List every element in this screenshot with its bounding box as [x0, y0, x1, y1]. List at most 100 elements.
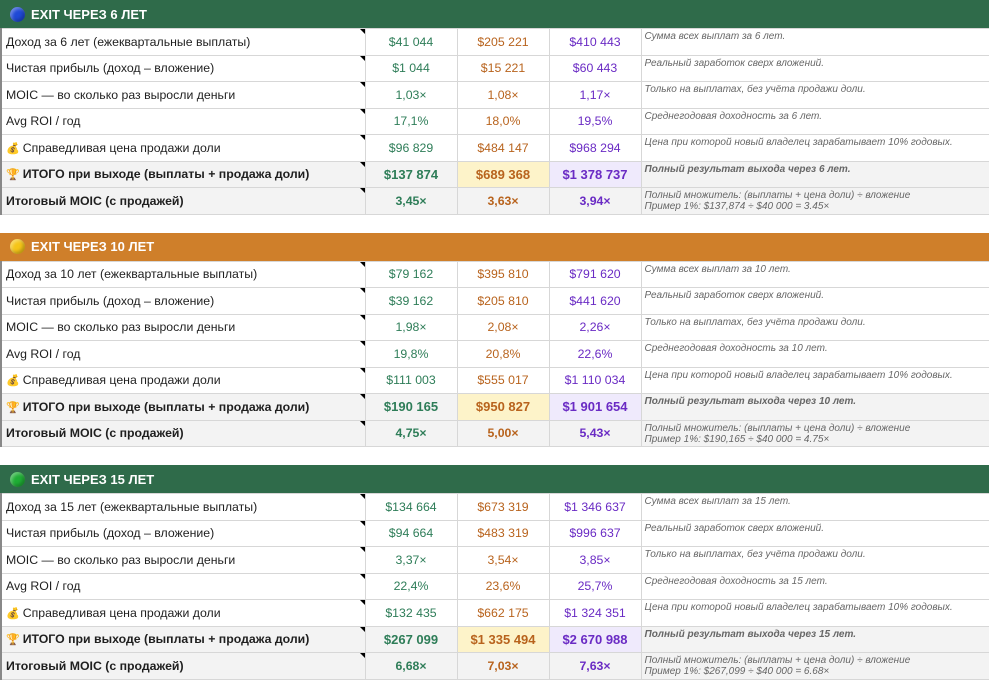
- value-cell[interactable]: 18,0%: [456, 107, 550, 135]
- row-label[interactable]: Чистая прибыль (доход – вложение): [0, 287, 366, 315]
- row-label[interactable]: Итоговый MOIC (с продажей): [0, 187, 366, 215]
- value-cell[interactable]: $111 003: [364, 366, 458, 394]
- value-cell[interactable]: $79 162: [364, 260, 458, 288]
- row-label[interactable]: Avg ROI / год: [0, 107, 366, 135]
- value-cell[interactable]: 3,37×: [364, 546, 458, 574]
- note-cell[interactable]: Сумма всех выплат за 6 лет.: [640, 28, 989, 56]
- section-header[interactable]: EXIT ЧЕРЕЗ 10 ЛЕТ: [0, 232, 989, 261]
- value-cell[interactable]: 3,85×: [548, 546, 642, 574]
- note-cell[interactable]: Полный множитель: (выплаты + цена доли) …: [640, 652, 989, 680]
- note-cell[interactable]: Цена при которой новый владелец зарабаты…: [640, 599, 989, 627]
- row-label[interactable]: Итоговый MOIC (с продажей): [0, 652, 366, 680]
- value-cell[interactable]: $1 044: [364, 54, 458, 82]
- value-cell[interactable]: $1 110 034: [548, 366, 642, 394]
- value-cell[interactable]: 7,03×: [456, 652, 550, 680]
- note-cell[interactable]: Полный результат выхода через 10 лет.: [640, 393, 989, 421]
- value-cell[interactable]: 19,8%: [364, 340, 458, 368]
- note-cell[interactable]: Реальный заработок сверх вложений.: [640, 287, 989, 315]
- row-label[interactable]: Доход за 15 лет (ежеквартальные выплаты): [0, 493, 366, 521]
- row-label[interactable]: 🏆 ИТОГО при выходе (выплаты + продажа дол…: [0, 393, 366, 421]
- note-cell[interactable]: Полный множитель: (выплаты + цена доли) …: [640, 187, 989, 215]
- value-cell[interactable]: $2 670 988: [548, 625, 642, 653]
- value-cell[interactable]: $410 443: [548, 28, 642, 56]
- row-label[interactable]: MOIC — во сколько раз выросли деньги: [0, 81, 366, 109]
- row-label[interactable]: 💰 Справедливая цена продажи доли: [0, 134, 366, 162]
- value-cell[interactable]: $190 165: [364, 393, 458, 421]
- note-cell[interactable]: Реальный заработок сверх вложений.: [640, 519, 989, 547]
- note-cell[interactable]: Цена при которой новый владелец зарабаты…: [640, 134, 989, 162]
- note-cell[interactable]: Сумма всех выплат за 15 лет.: [640, 493, 989, 521]
- value-cell[interactable]: 2,08×: [456, 313, 550, 341]
- value-cell[interactable]: 3,94×: [548, 187, 642, 215]
- value-cell[interactable]: $1 324 351: [548, 599, 642, 627]
- note-cell[interactable]: Полный результат выхода через 15 лет.: [640, 625, 989, 653]
- value-cell[interactable]: 5,00×: [456, 419, 550, 447]
- note-cell[interactable]: Реальный заработок сверх вложений.: [640, 54, 989, 82]
- value-cell[interactable]: 20,8%: [456, 340, 550, 368]
- value-cell[interactable]: $483 319: [456, 519, 550, 547]
- section-header[interactable]: EXIT ЧЕРЕЗ 6 ЛЕТ: [0, 0, 989, 28]
- value-cell[interactable]: 3,63×: [456, 187, 550, 215]
- value-cell[interactable]: $205 221: [456, 28, 550, 56]
- note-cell[interactable]: Полный множитель: (выплаты + цена доли) …: [640, 419, 989, 447]
- value-cell[interactable]: 1,03×: [364, 81, 458, 109]
- row-label[interactable]: MOIC — во сколько раз выросли деньги: [0, 313, 366, 341]
- note-cell[interactable]: Среднегодовая доходность за 6 лет.: [640, 107, 989, 135]
- value-cell[interactable]: $267 099: [364, 625, 458, 653]
- note-cell[interactable]: Только на выплатах, без учёта продажи до…: [640, 313, 989, 341]
- value-cell[interactable]: $1 378 737: [548, 160, 642, 188]
- value-cell[interactable]: 17,1%: [364, 107, 458, 135]
- value-cell[interactable]: $96 829: [364, 134, 458, 162]
- value-cell[interactable]: $137 874: [364, 160, 458, 188]
- value-cell[interactable]: 19,5%: [548, 107, 642, 135]
- row-label[interactable]: Доход за 6 лет (ежеквартальные выплаты): [0, 28, 366, 56]
- value-cell[interactable]: 5,43×: [548, 419, 642, 447]
- value-cell[interactable]: 4,75×: [364, 419, 458, 447]
- row-label[interactable]: 💰 Справедливая цена продажи доли: [0, 599, 366, 627]
- value-cell[interactable]: $1 346 637: [548, 493, 642, 521]
- value-cell[interactable]: $950 827: [456, 393, 550, 421]
- row-label[interactable]: Avg ROI / год: [0, 340, 366, 368]
- value-cell[interactable]: $41 044: [364, 28, 458, 56]
- value-cell[interactable]: $791 620: [548, 260, 642, 288]
- note-cell[interactable]: Сумма всех выплат за 10 лет.: [640, 260, 989, 288]
- value-cell[interactable]: $441 620: [548, 287, 642, 315]
- note-cell[interactable]: Полный результат выхода через 6 лет.: [640, 160, 989, 188]
- row-label[interactable]: Avg ROI / год: [0, 572, 366, 600]
- note-cell[interactable]: Среднегодовая доходность за 15 лет.: [640, 572, 989, 600]
- value-cell[interactable]: 1,98×: [364, 313, 458, 341]
- value-cell[interactable]: $134 664: [364, 493, 458, 521]
- value-cell[interactable]: $132 435: [364, 599, 458, 627]
- value-cell[interactable]: $205 810: [456, 287, 550, 315]
- value-cell[interactable]: $555 017: [456, 366, 550, 394]
- value-cell[interactable]: $15 221: [456, 54, 550, 82]
- note-cell[interactable]: Только на выплатах, без учёта продажи до…: [640, 546, 989, 574]
- value-cell[interactable]: 3,45×: [364, 187, 458, 215]
- value-cell[interactable]: 22,6%: [548, 340, 642, 368]
- row-label[interactable]: Итоговый MOIC (с продажей): [0, 419, 366, 447]
- value-cell[interactable]: $395 810: [456, 260, 550, 288]
- note-cell[interactable]: Среднегодовая доходность за 10 лет.: [640, 340, 989, 368]
- value-cell[interactable]: 25,7%: [548, 572, 642, 600]
- value-cell[interactable]: $689 368: [456, 160, 550, 188]
- value-cell[interactable]: $1 335 494: [456, 625, 550, 653]
- row-label[interactable]: MOIC — во сколько раз выросли деньги: [0, 546, 366, 574]
- value-cell[interactable]: 23,6%: [456, 572, 550, 600]
- note-cell[interactable]: Цена при которой новый владелец зарабаты…: [640, 366, 989, 394]
- value-cell[interactable]: $484 147: [456, 134, 550, 162]
- value-cell[interactable]: 1,17×: [548, 81, 642, 109]
- value-cell[interactable]: 6,68×: [364, 652, 458, 680]
- value-cell[interactable]: $1 901 654: [548, 393, 642, 421]
- value-cell[interactable]: $94 664: [364, 519, 458, 547]
- value-cell[interactable]: $673 319: [456, 493, 550, 521]
- value-cell[interactable]: 3,54×: [456, 546, 550, 574]
- row-label[interactable]: 🏆 ИТОГО при выходе (выплаты + продажа дол…: [0, 160, 366, 188]
- row-label[interactable]: Чистая прибыль (доход – вложение): [0, 519, 366, 547]
- value-cell[interactable]: $662 175: [456, 599, 550, 627]
- value-cell[interactable]: $39 162: [364, 287, 458, 315]
- row-label[interactable]: Доход за 10 лет (ежеквартальные выплаты): [0, 260, 366, 288]
- value-cell[interactable]: 2,26×: [548, 313, 642, 341]
- row-label[interactable]: Чистая прибыль (доход – вложение): [0, 54, 366, 82]
- value-cell[interactable]: $60 443: [548, 54, 642, 82]
- value-cell[interactable]: 7,63×: [548, 652, 642, 680]
